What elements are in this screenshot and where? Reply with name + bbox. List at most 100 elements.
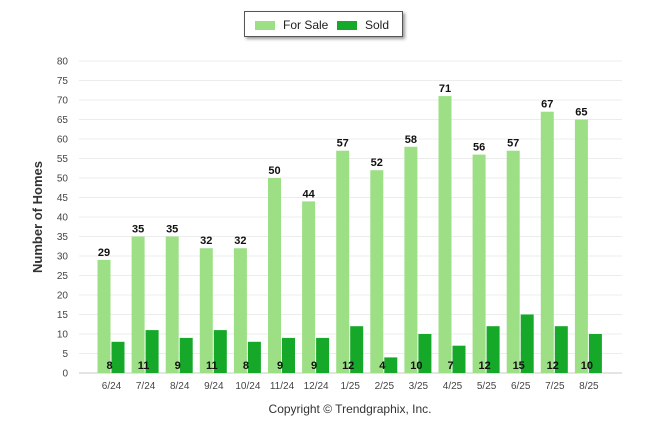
bar-sold (418, 334, 432, 373)
data-label-sold: 12 (342, 360, 354, 372)
x-tick-label: 10/24 (235, 381, 260, 392)
bar-for-sale (540, 111, 554, 373)
legend-swatch-sold (337, 21, 357, 30)
data-label-for-sale: 58 (405, 134, 417, 146)
x-tick-label: 7/24 (136, 381, 156, 392)
data-label-sold: 4 (379, 360, 386, 372)
y-tick-label: 0 (62, 369, 68, 380)
bar-for-sale (131, 236, 145, 373)
legend: For Sale Sold (244, 11, 403, 37)
bar-sold (145, 330, 159, 373)
data-label-for-sale: 57 (507, 138, 519, 150)
data-label-for-sale: 32 (200, 235, 212, 247)
legend-label-for-sale: For Sale (283, 18, 329, 32)
bar-for-sale (165, 236, 179, 373)
bar-for-sale (506, 150, 520, 373)
y-axis-label: Number of Homes (30, 161, 45, 273)
data-label-sold: 9 (277, 360, 283, 372)
x-tick-label: 9/24 (204, 381, 224, 392)
bar-for-sale (199, 248, 213, 373)
y-tick-label: 70 (57, 96, 69, 107)
x-axis-ticks: 6/24 7/24 8/24 9/24 10/24 11/24 12/24 1/25 2/25 3… (102, 381, 599, 392)
data-label-sold: 7 (447, 360, 453, 372)
y-tick-label: 65 (57, 115, 69, 126)
data-label-sold: 9 (311, 360, 317, 372)
bar-for-sale (302, 201, 316, 373)
y-tick-label: 5 (62, 349, 68, 360)
x-tick-label: 8/25 (579, 381, 599, 392)
y-tick-label: 20 (57, 291, 69, 302)
x-tick-label: 6/25 (511, 381, 531, 392)
bar-sold (282, 337, 295, 373)
data-label-sold: 10 (410, 360, 422, 372)
data-label-for-sale: 50 (268, 165, 280, 177)
data-label-for-sale: 71 (439, 83, 451, 95)
bars: 29 8 35 11 35 9 32 11 32 8 50 9 44 9 57 12 52 4 58 10 71 7 56 1… (97, 83, 602, 373)
data-label-sold: 12 (547, 360, 559, 372)
y-tick-label: 55 (57, 154, 69, 165)
legend-swatch-for-sale (255, 21, 275, 30)
x-tick-label: 1/25 (340, 381, 360, 392)
bar-for-sale (574, 119, 588, 373)
bar-sold (588, 334, 602, 373)
bar-sold (316, 337, 330, 373)
bar-for-sale (438, 96, 452, 373)
data-label-sold: 8 (243, 360, 249, 372)
y-tick-label: 40 (57, 213, 69, 224)
x-tick-label: 6/24 (102, 381, 122, 392)
data-label-for-sale: 29 (98, 247, 110, 259)
x-tick-label: 5/25 (477, 381, 497, 392)
x-tick-label: 4/25 (443, 381, 463, 392)
bar-sold (111, 341, 125, 373)
bar-for-sale (370, 170, 384, 373)
data-label-for-sale: 52 (371, 157, 383, 169)
bar-sold (384, 357, 398, 373)
x-tick-label: 7/25 (545, 381, 565, 392)
y-tick-label: 10 (57, 330, 69, 341)
y-tick-label: 45 (57, 193, 69, 204)
data-label-sold: 15 (513, 360, 525, 372)
bar-sold (554, 326, 568, 373)
data-label-for-sale: 44 (302, 188, 315, 200)
x-tick-label: 8/24 (170, 381, 190, 392)
y-axis-ticks: 0 5 10 15 20 25 30 35 40 45 50 55 60 65 70 75 80 (57, 57, 69, 380)
y-tick-label: 25 (57, 271, 69, 282)
bar-for-sale (404, 146, 418, 373)
data-label-for-sale: 65 (575, 107, 587, 119)
x-tick-label: 11/24 (270, 381, 295, 392)
y-tick-label: 75 (57, 76, 69, 87)
bar-for-sale (336, 150, 350, 373)
bar-sold (350, 326, 364, 373)
bar-chart: 0 5 10 15 20 25 30 35 40 45 50 55 60 65 70 75 80 29 8 35 11… (30, 57, 622, 392)
y-tick-label: 35 (57, 232, 69, 243)
y-tick-label: 30 (57, 252, 69, 263)
data-label-for-sale: 67 (541, 99, 553, 111)
bar-sold (247, 341, 261, 373)
data-label-sold: 9 (175, 360, 181, 372)
data-label-for-sale: 35 (166, 224, 178, 236)
y-tick-label: 80 (57, 57, 69, 68)
data-label-sold: 11 (138, 360, 150, 372)
bar-sold (213, 330, 227, 373)
bar-sold (179, 337, 193, 373)
data-label-for-sale: 56 (473, 142, 485, 154)
y-tick-label: 50 (57, 174, 69, 185)
y-tick-label: 60 (57, 135, 69, 146)
data-label-for-sale: 57 (337, 138, 349, 150)
data-label-sold: 10 (581, 360, 593, 372)
x-tick-label: 2/25 (375, 381, 395, 392)
bar-for-sale (97, 259, 111, 373)
data-label-sold: 8 (106, 360, 112, 372)
bar-sold (486, 326, 500, 373)
bar-for-sale (233, 248, 247, 373)
x-tick-label: 3/25 (409, 381, 429, 392)
bar-sold (520, 314, 534, 373)
x-tick-label: 12/24 (304, 381, 329, 392)
data-label-for-sale: 32 (234, 235, 246, 247)
data-label-for-sale: 35 (132, 224, 144, 236)
y-tick-label: 15 (57, 310, 69, 321)
bar-sold (452, 345, 466, 373)
legend-label-sold: Sold (365, 18, 390, 32)
bar-for-sale (268, 178, 281, 373)
bar-for-sale (472, 154, 486, 373)
